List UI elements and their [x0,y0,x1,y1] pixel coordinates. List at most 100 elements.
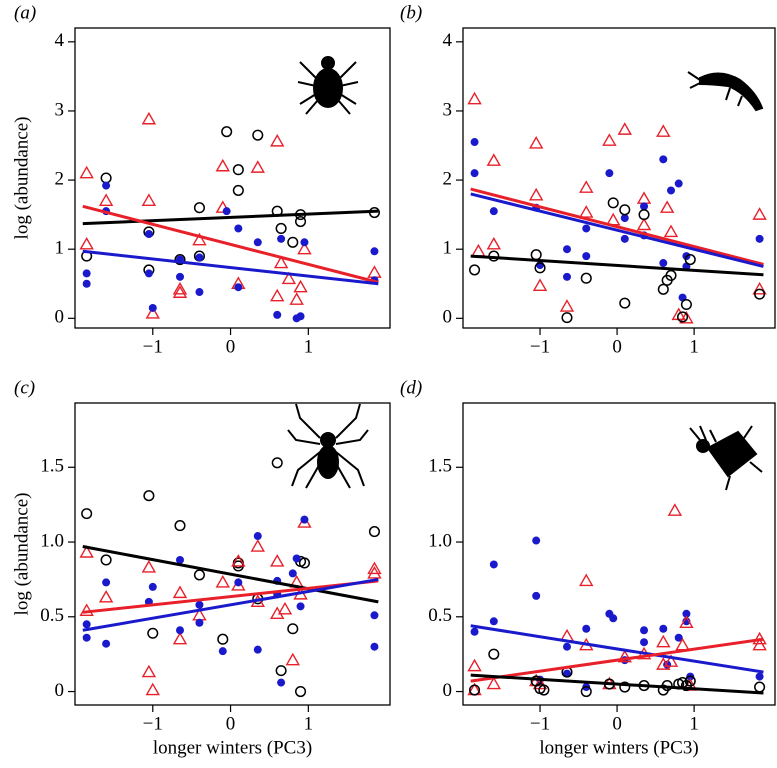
point [300,238,309,247]
point [559,299,575,312]
point [215,574,230,588]
point [192,232,207,246]
point [754,681,766,693]
y-tick-label: 1 [55,238,65,259]
x-tick-label: −1 [143,336,163,357]
point [102,639,111,648]
point [582,252,591,261]
point [582,224,591,233]
point [563,642,571,651]
point [528,187,544,201]
spider-icon [287,403,369,489]
point [674,179,683,188]
point [79,236,94,250]
point [752,637,767,651]
point [667,503,683,516]
fit-line [82,577,379,632]
point [659,155,668,164]
x-tick-label: 0 [612,336,622,357]
point [218,647,227,656]
point [217,633,229,645]
point [253,532,262,541]
x-tick-label: 0 [226,336,236,357]
point [752,281,767,295]
point [580,685,592,698]
point [102,181,111,190]
point [679,310,694,324]
point [141,664,157,678]
point [296,312,305,321]
point [656,124,671,137]
point [271,457,283,469]
fit-line [470,637,764,683]
y-tick-label: 1.0 [428,530,452,551]
point [141,193,157,207]
y-tick-label: 1.0 [40,530,64,551]
point [677,311,689,323]
point [144,229,153,238]
plot-frame [74,402,391,706]
point [221,126,233,138]
point [215,158,230,172]
point [234,283,243,292]
point [81,508,93,520]
point [145,682,160,696]
point [172,631,188,645]
point [145,306,160,319]
point [195,288,204,297]
point [617,122,632,135]
point [619,204,631,216]
point [174,520,186,532]
plot-area [467,503,767,698]
fit-line [82,249,379,286]
point [619,297,631,309]
point [368,526,380,538]
point [195,600,204,609]
point [532,536,541,545]
point [370,642,379,651]
y-tick-label: 0 [443,680,453,701]
point [469,684,481,696]
point [663,224,679,238]
fit-line [82,545,379,604]
point [370,611,379,620]
point [609,614,618,623]
point [82,269,91,278]
point [232,164,244,176]
point [684,675,696,687]
point [640,626,649,635]
x-tick-label: −1 [530,713,550,734]
point [617,649,632,663]
point [370,247,379,256]
y-axis-label: log (abundance) [11,493,32,616]
panel-label: (b) [400,2,422,23]
point [293,279,308,293]
fit-line [470,624,764,674]
point [754,288,766,300]
point [82,633,91,642]
point [752,207,767,220]
point [253,238,262,247]
point [486,153,502,166]
point [538,684,550,696]
x-tick-label: −1 [530,336,550,357]
point [270,133,285,147]
x-tick-label: 1 [689,713,699,734]
point [102,578,111,587]
point [536,261,545,270]
point [667,186,675,195]
point [682,609,691,618]
y-tick-label: 2 [443,168,453,189]
point [253,645,262,654]
point [605,169,614,178]
point [273,310,282,319]
point [488,648,500,660]
point [296,602,305,611]
point [563,245,571,254]
point [215,200,230,213]
fit-line [470,192,764,268]
point [172,281,188,295]
point [602,133,617,146]
y-tick-label: 0 [55,680,65,701]
x-tick-label: 1 [689,336,699,357]
